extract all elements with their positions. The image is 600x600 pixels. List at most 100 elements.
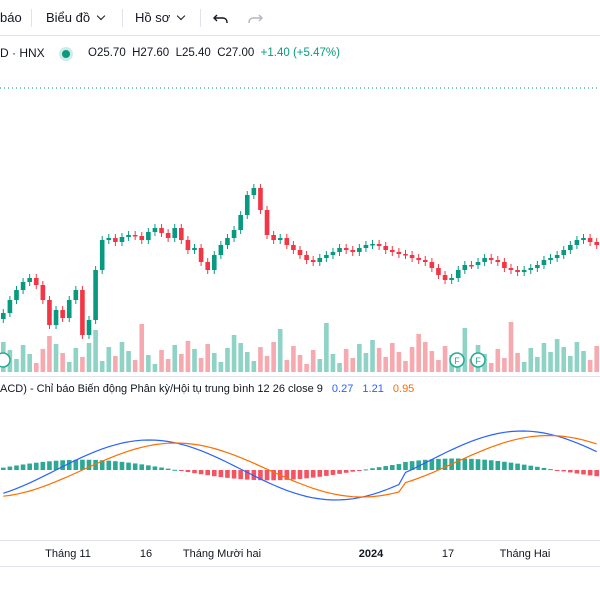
- volume-bar: [238, 343, 243, 372]
- candle-body: [317, 258, 323, 262]
- candle-body: [337, 248, 342, 252]
- histogram-bar: [198, 470, 204, 475]
- volume-bar: [66, 362, 72, 372]
- candle-body: [370, 244, 375, 246]
- volume-bar: [376, 348, 382, 372]
- histogram-bar: [429, 459, 435, 470]
- candle-body: [495, 260, 501, 262]
- volume-bar: [20, 345, 26, 372]
- histogram-bar: [310, 470, 316, 478]
- histogram-bar: [357, 470, 362, 471]
- high-value: H27.60: [132, 47, 170, 59]
- candle-body: [99, 240, 105, 270]
- volume-bar: [310, 350, 316, 372]
- undo-icon[interactable]: [211, 8, 231, 28]
- histogram-bar: [66, 459, 72, 470]
- candle-body: [80, 290, 85, 335]
- alert-button[interactable]: báo: [0, 0, 22, 36]
- candle-body: [350, 250, 356, 252]
- candle-body: [403, 254, 408, 256]
- candle-body: [172, 228, 178, 238]
- time-label: 16: [139, 548, 153, 560]
- candle-body: [284, 238, 290, 245]
- histogram-bar: [455, 458, 461, 470]
- histogram-bar: [86, 459, 92, 470]
- volume-bar: [80, 357, 85, 372]
- volume-bar: [33, 363, 39, 372]
- histogram-bar: [469, 458, 474, 470]
- volume-bar: [541, 343, 547, 372]
- volume-bar: [53, 344, 59, 372]
- macd-histogram: [0, 458, 600, 481]
- candle-body: [442, 275, 448, 280]
- volume-bar: [218, 362, 224, 372]
- volume-bar: [225, 348, 230, 372]
- candle-body: [113, 238, 118, 242]
- open-value: O25.70: [88, 47, 126, 59]
- candle-body: [574, 240, 580, 245]
- volume-bar: [396, 352, 402, 372]
- profile-menu-button[interactable]: Hồ sơ: [135, 0, 186, 36]
- candle-body: [139, 236, 145, 240]
- histogram-bar: [146, 465, 151, 470]
- candle-body: [231, 230, 237, 238]
- volume-bar: [297, 355, 303, 372]
- event-label: F: [475, 356, 481, 366]
- dividend-marker: [0, 352, 11, 368]
- candle-body: [146, 232, 151, 240]
- volume-bar: [159, 350, 164, 372]
- chart-menu-button[interactable]: Biểu đồ: [46, 0, 106, 36]
- redo-icon[interactable]: [245, 8, 265, 28]
- candle-body: [409, 255, 415, 258]
- volume-bar: [172, 345, 178, 372]
- volume-bar: [581, 351, 586, 372]
- symbol-label[interactable]: D · HNX: [0, 46, 45, 60]
- histogram-bar: [363, 469, 369, 471]
- volume-bar: [561, 347, 567, 372]
- volume-bar: [73, 348, 79, 372]
- volume-bar: [304, 364, 309, 372]
- volume-bar: [60, 353, 65, 372]
- histogram-bar: [106, 460, 112, 470]
- macd-legend: ACD) - Chỉ báo Biến động Phân kỳ/Hội tụ …: [0, 383, 414, 395]
- volume-bar: [390, 343, 395, 372]
- histogram-bar: [376, 467, 382, 470]
- histogram-bar: [554, 470, 560, 471]
- volume-bar: [284, 360, 290, 372]
- volume-bar: [152, 364, 158, 372]
- candle-body: [20, 282, 26, 290]
- candle-body: [416, 258, 421, 260]
- volume-bar: [264, 356, 270, 372]
- candle-body: [211, 255, 217, 270]
- volume-bar: [271, 342, 276, 372]
- histogram-bar: [179, 470, 184, 471]
- candle-body: [159, 228, 164, 233]
- candle-body: [469, 265, 474, 267]
- pane-separator[interactable]: [0, 376, 600, 377]
- candle-body: [277, 238, 283, 240]
- histogram-bar: [258, 470, 263, 481]
- histogram-bar: [40, 461, 46, 470]
- volume-bar: [350, 358, 356, 372]
- candle-body: [264, 210, 270, 235]
- time-axis[interactable]: Tháng 11 16 Tháng Mười hai 2024 17 Tháng…: [0, 540, 600, 566]
- candle-body: [40, 285, 46, 300]
- candle-body: [581, 238, 586, 240]
- volume-bar: [106, 347, 112, 372]
- histogram-bar: [284, 470, 290, 480]
- macd-title: ACD) - Chỉ báo Biến động Phân kỳ/Hội tụ …: [0, 383, 323, 395]
- signal-line: [3, 434, 597, 498]
- volume-bar: [442, 346, 448, 372]
- candle-body: [561, 250, 567, 255]
- volume-bar: [363, 353, 369, 372]
- candle-body: [205, 262, 210, 270]
- volume-bar: [119, 342, 125, 372]
- volume-bar: [422, 342, 428, 372]
- candle-body: [14, 290, 19, 300]
- histogram-bar: [574, 470, 580, 474]
- candle-body: [66, 300, 72, 318]
- histogram-bar: [508, 462, 514, 470]
- volume-bar: [587, 360, 593, 372]
